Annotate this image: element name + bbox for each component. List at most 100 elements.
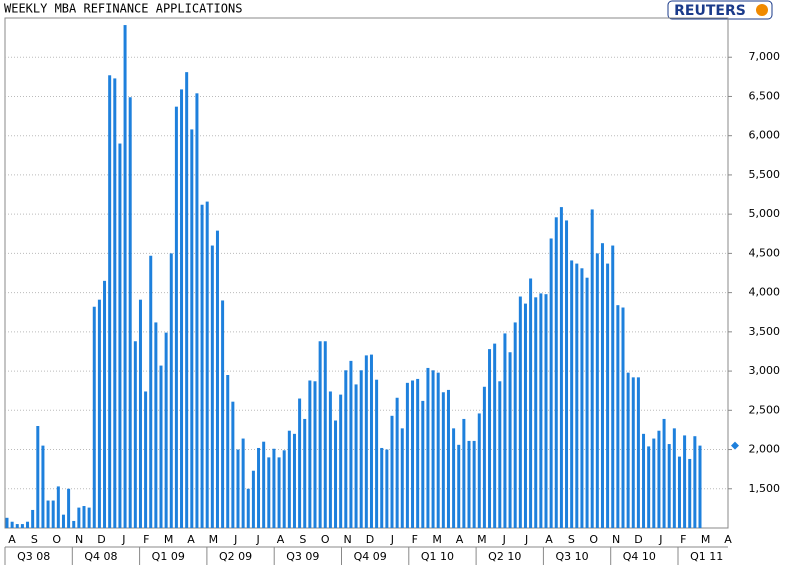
x-tick-label: A bbox=[277, 533, 285, 546]
bar bbox=[693, 436, 697, 528]
bar bbox=[82, 506, 86, 528]
bar bbox=[662, 418, 666, 528]
bar bbox=[431, 370, 435, 528]
bar bbox=[631, 377, 635, 528]
bar bbox=[323, 341, 327, 528]
bar bbox=[282, 450, 286, 528]
bar bbox=[313, 381, 317, 528]
bar bbox=[344, 370, 348, 528]
bar bbox=[231, 401, 235, 528]
quarter-label: Q3 09 bbox=[286, 550, 319, 563]
bar bbox=[616, 305, 620, 528]
bar bbox=[226, 375, 230, 528]
bar bbox=[221, 300, 225, 528]
bar bbox=[292, 433, 296, 528]
bar bbox=[477, 413, 481, 528]
bar bbox=[482, 386, 486, 528]
y-tick-label: 2,000 bbox=[749, 443, 781, 456]
bar bbox=[185, 72, 189, 528]
bar bbox=[257, 447, 261, 528]
x-tick-label: A bbox=[456, 533, 464, 546]
bar bbox=[636, 377, 640, 528]
bar bbox=[549, 238, 553, 528]
bar bbox=[375, 379, 379, 528]
quarter-label: Q2 10 bbox=[488, 550, 521, 563]
bar bbox=[364, 355, 368, 528]
bar bbox=[159, 365, 163, 528]
bar bbox=[369, 354, 373, 528]
x-tick-label: D bbox=[634, 533, 642, 546]
bar bbox=[621, 307, 625, 528]
bar bbox=[626, 372, 630, 528]
quarter-label: Q3 08 bbox=[17, 550, 50, 563]
x-tick-label: A bbox=[545, 533, 553, 546]
bar bbox=[97, 299, 101, 528]
bar bbox=[590, 209, 594, 528]
x-tick-label: M bbox=[701, 533, 711, 546]
bar bbox=[41, 445, 45, 528]
y-tick-label: 2,500 bbox=[749, 403, 781, 416]
quarter-label: Q4 10 bbox=[623, 550, 656, 563]
bar bbox=[349, 360, 353, 528]
x-tick-label: O bbox=[321, 533, 330, 546]
bar bbox=[452, 428, 456, 528]
bar bbox=[298, 398, 302, 528]
bar bbox=[498, 381, 502, 528]
x-tick-label: J bbox=[524, 533, 528, 546]
bar bbox=[128, 97, 132, 528]
bar bbox=[318, 341, 322, 528]
y-tick-label: 5,500 bbox=[749, 168, 781, 181]
bar bbox=[446, 389, 450, 528]
bar bbox=[272, 448, 276, 528]
bar bbox=[529, 278, 533, 528]
quarter-label: Q1 10 bbox=[421, 550, 454, 563]
bar bbox=[647, 446, 651, 528]
bar bbox=[400, 428, 404, 528]
bar bbox=[72, 520, 76, 528]
bar bbox=[580, 268, 584, 528]
x-tick-label: F bbox=[412, 533, 418, 546]
bar bbox=[405, 382, 409, 528]
bar bbox=[61, 514, 65, 528]
bar bbox=[77, 507, 81, 528]
x-tick-label: A bbox=[724, 533, 732, 546]
x-tick-label: N bbox=[612, 533, 620, 546]
bar bbox=[395, 397, 399, 528]
x-tick-label: S bbox=[31, 533, 38, 546]
y-tick-label: 6,000 bbox=[749, 129, 781, 142]
x-tick-label: N bbox=[344, 533, 352, 546]
bar bbox=[133, 341, 137, 528]
bar bbox=[195, 93, 199, 529]
bar bbox=[472, 440, 476, 528]
bar bbox=[15, 524, 19, 528]
bar bbox=[559, 207, 563, 529]
bar bbox=[600, 243, 604, 528]
x-tick-label: J bbox=[256, 533, 260, 546]
bar bbox=[303, 418, 307, 528]
bar bbox=[328, 391, 332, 528]
bar bbox=[570, 260, 574, 528]
x-tick-label: M bbox=[432, 533, 442, 546]
bar bbox=[652, 438, 656, 528]
x-tick-label: J bbox=[233, 533, 237, 546]
bar bbox=[441, 392, 445, 528]
bar bbox=[51, 500, 55, 528]
bar bbox=[544, 294, 548, 528]
bar bbox=[92, 306, 96, 528]
bar bbox=[200, 204, 204, 528]
bar bbox=[236, 449, 240, 528]
x-tick-label: J bbox=[502, 533, 506, 546]
bar bbox=[108, 75, 112, 529]
y-tick-label: 1,500 bbox=[749, 482, 781, 495]
bar bbox=[385, 449, 389, 528]
bar bbox=[416, 378, 420, 528]
y-tick-label: 5,000 bbox=[749, 207, 781, 220]
bar bbox=[457, 444, 461, 528]
bar bbox=[534, 297, 538, 528]
bar bbox=[436, 372, 440, 528]
x-tick-label: J bbox=[658, 533, 662, 546]
bar bbox=[164, 332, 168, 528]
logo-frame bbox=[667, 0, 773, 20]
